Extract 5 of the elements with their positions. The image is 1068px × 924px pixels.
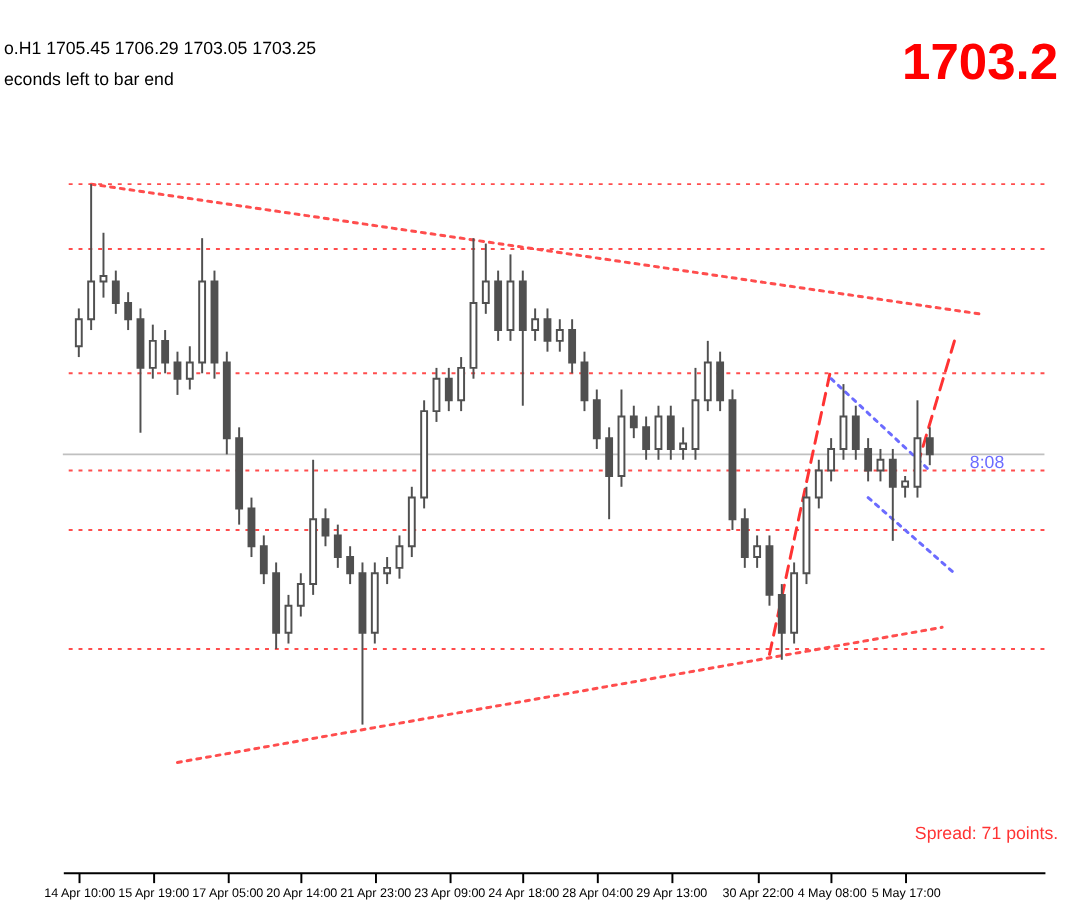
- chart-title: 1703.2: [902, 35, 1059, 92]
- text: Spread: 71 points.: [914, 822, 1059, 843]
- chart-subtitle: o.H1 1705.45 1706.29 1703.05 1703.25: [3, 37, 317, 58]
- annotation: 8:08: [969, 452, 1005, 473]
- text: econds left to bar end: [3, 69, 174, 90]
